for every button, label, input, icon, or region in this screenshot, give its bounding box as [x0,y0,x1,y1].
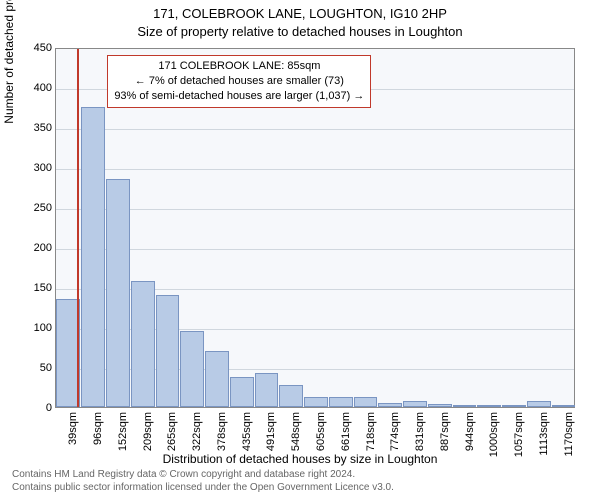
histogram-bar [106,179,130,407]
gridline [56,209,574,210]
property-marker-line [77,49,79,407]
histogram-bar [403,401,427,407]
histogram-bar [378,403,402,407]
y-tick-label: 100 [12,322,52,334]
histogram-bar [477,405,501,407]
callout-box: 171 COLEBROOK LANE: 85sqm ← 7% of detach… [107,55,371,108]
histogram-bar [354,397,378,407]
chart-title-address: 171, COLEBROOK LANE, LOUGHTON, IG10 2HP [0,6,600,21]
gridline [56,129,574,130]
y-tick-label: 450 [12,42,52,54]
y-tick-label: 50 [12,362,52,374]
y-tick-label: 0 [12,402,52,414]
callout-line3: 93% of semi-detached houses are larger (… [114,89,364,104]
y-tick-label: 350 [12,122,52,134]
callout-line1: 171 COLEBROOK LANE: 85sqm [114,59,364,74]
gridline [56,249,574,250]
histogram-bar [81,107,105,407]
y-axis-label: Number of detached properties [2,0,16,221]
attribution: Contains HM Land Registry data © Crown c… [12,469,394,494]
attribution-line1: Contains HM Land Registry data © Crown c… [12,469,394,482]
figure: 171, COLEBROOK LANE, LOUGHTON, IG10 2HP … [0,0,600,500]
x-axis-label: Distribution of detached houses by size … [0,452,600,466]
histogram-bar [156,295,180,407]
gridline [56,169,574,170]
y-tick-label: 200 [12,242,52,254]
histogram-bar [552,405,576,407]
y-tick-label: 150 [12,282,52,294]
histogram-bar [502,405,526,407]
histogram-bar [304,397,328,407]
histogram-bar [428,404,452,407]
histogram-bar [255,373,279,407]
histogram-bar [131,281,155,407]
y-tick-label: 300 [12,162,52,174]
y-tick-label: 250 [12,202,52,214]
histogram-bar [205,351,229,407]
histogram-bar [329,397,353,407]
plot-area: 171 COLEBROOK LANE: 85sqm ← 7% of detach… [55,48,575,408]
callout-line2: ← 7% of detached houses are smaller (73) [114,74,364,89]
histogram-bar [527,401,551,407]
histogram-bar [279,385,303,407]
histogram-bar [230,377,254,407]
chart-title-desc: Size of property relative to detached ho… [0,24,600,39]
histogram-bar [180,331,204,407]
histogram-bar [453,405,477,407]
attribution-line2: Contains public sector information licen… [12,482,394,495]
y-tick-label: 400 [12,82,52,94]
